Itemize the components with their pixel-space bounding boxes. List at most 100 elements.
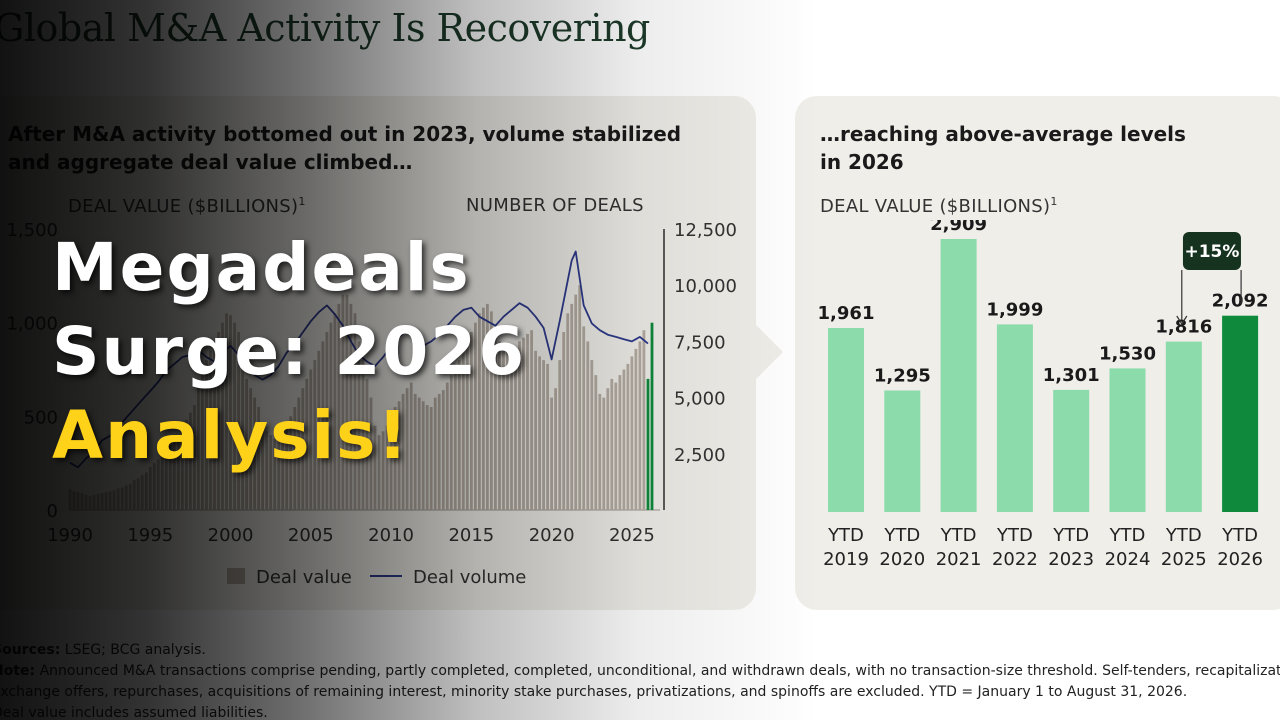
right-y-tick-label: 12,500 xyxy=(674,220,737,241)
x-tick-label: 2015 xyxy=(448,525,494,546)
ytd-bar-value-label: 2,909 xyxy=(930,220,987,235)
deal-value-bar xyxy=(136,478,140,510)
ytd-category-label: YTD xyxy=(827,525,864,546)
x-tick-label: 2025 xyxy=(609,525,655,546)
ytd-bar-value-label: 2,092 xyxy=(1212,291,1269,312)
ytd-category-year-label: 2021 xyxy=(936,549,982,570)
x-tick-label: 1995 xyxy=(127,525,173,546)
left-y-tick-label: 1,500 xyxy=(6,220,58,241)
deal-value-bar xyxy=(586,341,590,510)
x-tick-label: 2020 xyxy=(529,525,575,546)
ytd-category-year-label: 2020 xyxy=(879,549,925,570)
deal-value-bar xyxy=(84,495,88,510)
deal-value-bar xyxy=(598,393,602,510)
right-y-tick-label: 5,000 xyxy=(674,389,726,410)
ytd-category-year-label: 2024 xyxy=(1105,549,1151,570)
deal-value-bar xyxy=(124,485,128,510)
deal-value-bar xyxy=(630,356,634,510)
ytd-bar xyxy=(1222,315,1259,512)
ytd-bar-value-label: 1,301 xyxy=(1043,365,1100,386)
legend-deal-volume-label: Deal volume xyxy=(413,567,526,588)
right-panel-axis-title: DEAL VALUE ($BILLIONS)1 xyxy=(820,195,1058,217)
ytd-category-year-label: 2025 xyxy=(1161,549,1207,570)
ytd-category-label: YTD xyxy=(883,525,920,546)
ytd-category-year-label: 2026 xyxy=(1217,549,1263,570)
ytd-category-year-label: 2019 xyxy=(823,549,869,570)
deal-value-bar xyxy=(590,360,594,510)
deal-value-bar xyxy=(530,330,533,510)
x-tick-label: 2010 xyxy=(368,525,414,546)
deal-value-bar xyxy=(526,333,529,510)
overlay-headline: Megadeals Surge: 2026 Analysis! xyxy=(52,226,526,478)
deal-value-bar xyxy=(594,375,598,510)
right-subhead-line1: …reaching above-average levels xyxy=(820,122,1186,146)
deal-value-bar xyxy=(618,375,622,510)
ytd-bar-value-label: 1,816 xyxy=(1155,317,1212,338)
deal-value-bar xyxy=(550,397,553,510)
sources-label: Sources: xyxy=(0,642,61,658)
right-y-tick-label: 2,500 xyxy=(674,445,726,466)
x-tick-label: 2005 xyxy=(288,525,334,546)
deal-value-bar xyxy=(646,378,650,510)
deal-value-bar xyxy=(554,388,557,510)
ytd-bar xyxy=(1053,389,1090,512)
callout-arrow-head xyxy=(1176,315,1188,326)
ytd-category-label: YTD xyxy=(996,525,1033,546)
deal-value-bar xyxy=(132,480,136,510)
ytd-bar xyxy=(1165,341,1202,512)
note-text: Announced M&A transactions comprise pend… xyxy=(35,663,1280,679)
deal-value-bar xyxy=(100,493,104,510)
right-panel-axis-title-text: DEAL VALUE ($BILLIONS) xyxy=(820,196,1051,217)
right-y-tick-label: 10,000 xyxy=(674,276,737,297)
deal-value-bar xyxy=(140,475,144,510)
ytd-category-label: YTD xyxy=(940,525,977,546)
deal-value-bar xyxy=(542,360,545,510)
ytd-bar-value-label: 1,295 xyxy=(874,365,931,386)
x-tick-label: 2000 xyxy=(208,525,254,546)
right-subhead-line2: in 2026 xyxy=(820,150,904,174)
ytd-category-label: YTD xyxy=(1165,525,1202,546)
deal-value-bar xyxy=(650,322,654,510)
legend-deal-value-label: Deal value xyxy=(256,567,352,588)
ytd-category-year-label: 2022 xyxy=(992,549,1038,570)
ytd-bar xyxy=(884,390,921,512)
deal-value-bar xyxy=(642,330,646,510)
ytd-bar-value-label: 1,999 xyxy=(986,299,1043,320)
ytd-category-year-label: 2023 xyxy=(1048,549,1094,570)
left-y-tick-label: 0 xyxy=(47,501,58,522)
deal-value-bar xyxy=(80,493,84,510)
deal-value-bar xyxy=(626,363,630,510)
ytd-deal-value-chart: 1,961 YTD 2019 1,295 YTD 2020 2,909 YTD 2021 1,99… xyxy=(818,220,1269,570)
deal-value-bar xyxy=(88,495,92,510)
x-tick-label: 1990 xyxy=(47,525,93,546)
panel-connector-arrow xyxy=(753,322,783,382)
growth-callout-box xyxy=(1182,232,1241,270)
deal-value-bar xyxy=(546,363,549,510)
deal-value-bar xyxy=(112,490,116,510)
deal-value-bar xyxy=(574,294,578,510)
ytd-category-label: YTD xyxy=(1052,525,1089,546)
ytd-bar xyxy=(828,328,864,512)
note-line-3: Deal value includes assumed liabilities. xyxy=(0,705,268,720)
ytd-category-label: YTD xyxy=(1109,525,1146,546)
deal-value-bar xyxy=(96,494,100,510)
deal-value-bar xyxy=(602,397,606,510)
deal-value-bar xyxy=(144,472,148,510)
left-y-tick-label: 1,000 xyxy=(6,314,58,335)
deal-value-bar xyxy=(566,313,570,510)
deal-value-bar xyxy=(128,483,132,510)
note-line-2: exchange offers, repurchases, acquisitio… xyxy=(0,684,1188,700)
deal-value-bar xyxy=(570,303,574,510)
deal-value-bar xyxy=(534,350,537,510)
deal-value-bar xyxy=(72,491,76,510)
ytd-bar xyxy=(940,239,977,512)
deal-value-bar xyxy=(634,348,638,510)
sources-text: LSEG; BCG analysis. xyxy=(60,642,206,658)
deal-value-bar xyxy=(614,382,618,510)
right-subhead: …reaching above-average levels in 2026 xyxy=(820,120,1186,176)
deal-value-bar xyxy=(104,492,108,510)
deal-value-bar xyxy=(562,332,566,510)
deal-value-bar xyxy=(582,326,586,510)
deal-value-bar xyxy=(116,488,120,510)
ytd-bar xyxy=(996,324,1033,512)
